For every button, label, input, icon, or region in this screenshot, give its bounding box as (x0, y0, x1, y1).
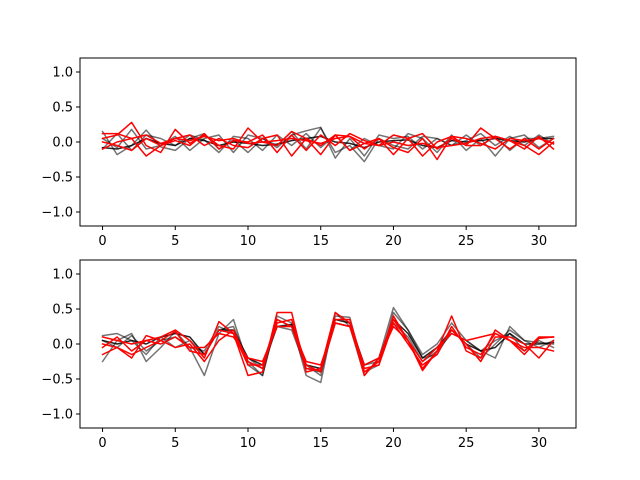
bottom-plot-axes: 0 5 10 15 20 25 30 −1.0 −0.5 0.0 0.5 1.0 (41, 259, 577, 451)
top-plot-x-tick-label: 15 (312, 234, 329, 249)
bottom-plot-x-tick-label: 10 (240, 436, 257, 451)
bottom-plot-series-group (101, 306, 555, 384)
top-plot-series-line-8 (101, 134, 555, 156)
bottom-plot-y-tick-label: 0.5 (52, 303, 73, 318)
top-plot-y-tick-label: 0.0 (52, 136, 73, 151)
bottom-plot-y-tick-label: −0.5 (41, 373, 73, 388)
bottom-plot-x-tick-label: 15 (312, 436, 329, 451)
bottom-plot-series-line-8 (101, 322, 555, 366)
top-plot-series-line-1 (101, 126, 555, 159)
bottom-plot-y-tick-label: 1.0 (52, 268, 73, 283)
bottom-plot-x-tick-label: 25 (458, 436, 475, 451)
top-plot-y-tick-label: 0.5 (52, 101, 73, 116)
bottom-plot-y-tick-label: −1.0 (41, 408, 73, 423)
bottom-plot-series-line-5 (101, 311, 555, 377)
bottom-plot-x-tick-label: 20 (385, 436, 402, 451)
top-plot-series-line-5 (101, 121, 555, 156)
top-plot-x-tick-label: 0 (98, 234, 106, 249)
top-plot-y-tick-label: 1.0 (52, 66, 73, 81)
top-plot-x-tick-label: 20 (385, 234, 402, 249)
top-plot-y-tick-label: −1.0 (41, 206, 73, 221)
top-plot-x-tick-label: 5 (171, 234, 179, 249)
bottom-plot-x-tick-label: 5 (171, 436, 179, 451)
bottom-plot-series-line-7 (101, 315, 555, 373)
top-plot-axes: 0 5 10 15 20 25 30 −1.0 −0.5 0.0 0.5 1.0 (41, 57, 577, 249)
top-plot-y-tick-label: −0.5 (41, 171, 73, 186)
top-plot-series-line-4 (101, 135, 555, 150)
top-plot-x-tick-label: 10 (240, 234, 257, 249)
bottom-plot-x-tick-label: 0 (98, 436, 106, 451)
bottom-plot-y-tick-label: 0.0 (52, 338, 73, 353)
top-plot-x-tick-label: 30 (531, 234, 548, 249)
top-plot-series-group (101, 121, 555, 163)
top-plot-x-tick-label: 25 (458, 234, 475, 249)
bottom-plot-x-tick-label: 30 (531, 436, 548, 451)
